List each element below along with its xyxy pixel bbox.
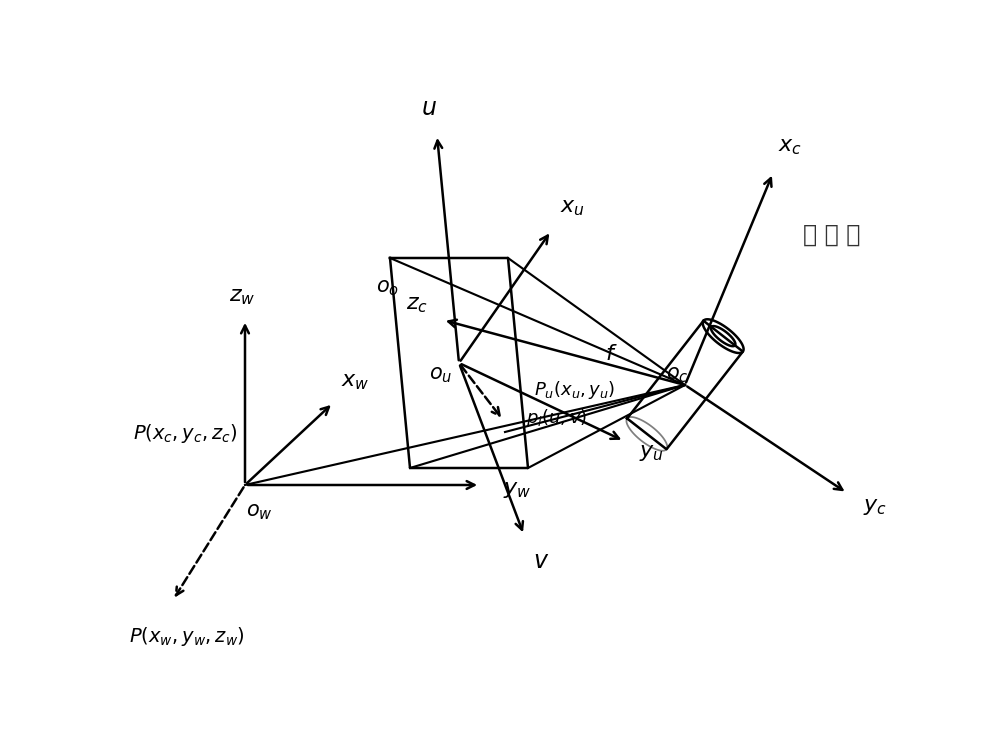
Text: $v$: $v$ bbox=[533, 549, 549, 573]
Text: $y_u$: $y_u$ bbox=[639, 443, 663, 463]
Text: $P_u(x_u,y_u)$: $P_u(x_u,y_u)$ bbox=[534, 379, 616, 401]
Text: $P(x_w,y_w,z_w)$: $P(x_w,y_w,z_w)$ bbox=[129, 625, 245, 648]
Text: $P(x_c,y_c,z_c)$: $P(x_c,y_c,z_c)$ bbox=[133, 422, 237, 445]
Text: $o_o$: $o_o$ bbox=[376, 278, 400, 298]
Text: $x_u$: $x_u$ bbox=[560, 198, 584, 218]
Text: $u$: $u$ bbox=[421, 96, 437, 120]
Text: $f$: $f$ bbox=[605, 343, 618, 363]
Text: $x_c$: $x_c$ bbox=[778, 137, 802, 157]
Text: $o_w$: $o_w$ bbox=[246, 502, 272, 522]
Text: 摄 像 机: 摄 像 机 bbox=[803, 223, 861, 247]
Text: $o_u$: $o_u$ bbox=[429, 365, 453, 385]
Text: $y_c$: $y_c$ bbox=[863, 497, 887, 517]
Text: $o_c$: $o_c$ bbox=[666, 365, 688, 385]
Text: $p_i(u,v)$: $p_i(u,v)$ bbox=[526, 407, 588, 429]
Text: $z_c$: $z_c$ bbox=[406, 295, 428, 315]
Text: $x_w$: $x_w$ bbox=[341, 372, 369, 392]
Text: $z_w$: $z_w$ bbox=[229, 287, 255, 307]
Text: $y_w$: $y_w$ bbox=[503, 480, 531, 500]
